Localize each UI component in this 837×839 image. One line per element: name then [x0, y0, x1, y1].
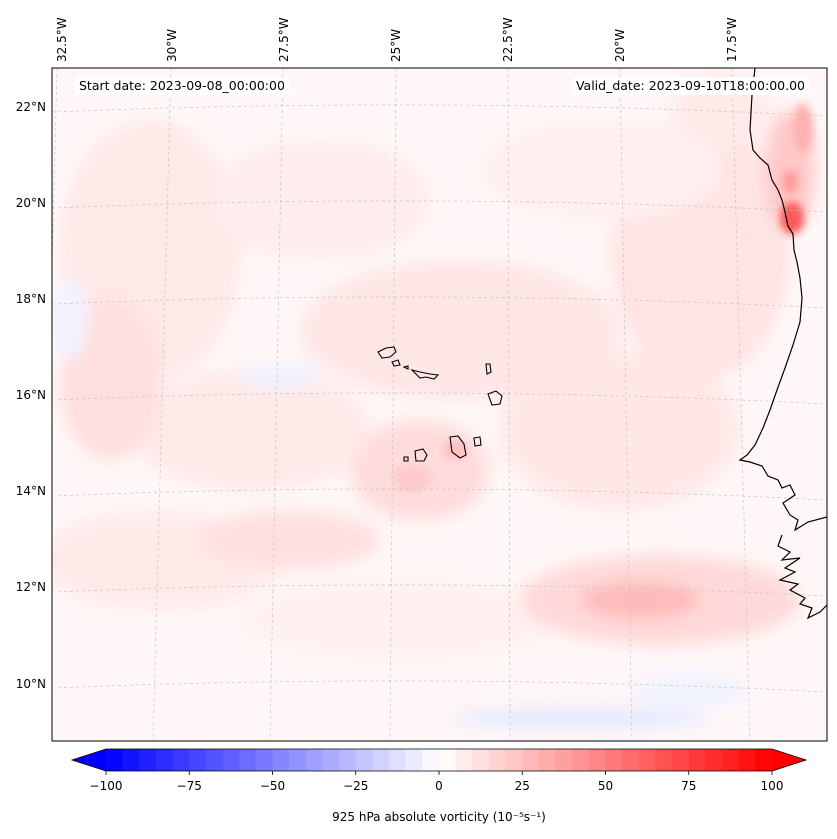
colorbar-tick-label: 25 — [515, 779, 530, 793]
colorbar-extend-high — [772, 749, 806, 771]
colorbar-segment — [372, 749, 390, 771]
lon-label: 17.5°W — [725, 17, 739, 62]
colorbar-segments — [106, 749, 773, 771]
island-santa-luzia — [402, 365, 409, 370]
colorbar-tick-label: 0 — [435, 779, 443, 793]
colorbar-segment — [655, 749, 673, 771]
colorbar-segment — [572, 749, 590, 771]
colorbar-label: 925 hPa absolute vorticity (10⁻⁵s⁻¹) — [332, 810, 546, 824]
colorbar-tick-label: 100 — [761, 779, 784, 793]
map-frame — [51, 67, 828, 742]
colorbar-segment — [172, 749, 190, 771]
colorbar-segment — [672, 749, 690, 771]
colorbar-segment — [305, 749, 324, 771]
colorbar: −100 −75 −50 −25 0 25 50 75 100 925 hPa absolute… — [70, 748, 808, 824]
island-santo-antao — [377, 346, 397, 359]
colorbar-segment — [588, 749, 607, 771]
colorbar-tick-label: 50 — [598, 779, 613, 793]
lon-label: 25°W — [389, 29, 403, 62]
island-sao-vicente — [391, 359, 401, 367]
colorbar-segment — [505, 749, 523, 771]
colorbar-segment — [222, 749, 240, 771]
lon-label: 22.5°W — [501, 17, 515, 62]
colorbar-segment — [272, 749, 290, 771]
colorbar-extend-low — [72, 749, 106, 771]
colorbar-segment — [122, 749, 140, 771]
colorbar-segment — [205, 749, 224, 771]
lon-label: 32.5°W — [55, 17, 69, 62]
colorbar-segment — [688, 749, 706, 771]
cape-verde-islands — [377, 346, 503, 462]
colorbar-segment — [322, 749, 340, 771]
colorbar-segment — [255, 749, 274, 771]
colorbar-segment — [705, 749, 723, 771]
colorbar-segment — [472, 749, 490, 771]
start-date: Start date: 2023-09-08_00:00:00 — [75, 77, 289, 95]
colorbar-ticks: −100 −75 −50 −25 0 25 50 75 100 — [90, 771, 784, 793]
latitude-labels: 22°N 20°N 18°N 16°N 14°N 12°N 10°N — [16, 100, 46, 691]
colorbar-tick-label: −75 — [177, 779, 202, 793]
colorbar-segment — [106, 749, 124, 771]
colorbar-segment — [239, 749, 257, 771]
gridlines — [52, 68, 827, 741]
colorbar-segment — [439, 749, 457, 771]
colorbar-segment — [355, 749, 373, 771]
colorbar-segment — [189, 749, 207, 771]
colorbar-segment — [605, 749, 623, 771]
lon-label: 27.5°W — [277, 17, 291, 62]
map-panel — [52, 68, 827, 741]
vorticity-field — [52, 70, 815, 728]
colorbar-segment — [289, 749, 307, 771]
island-boa-vista — [487, 390, 503, 406]
colorbar-segment — [638, 749, 657, 771]
colorbar-segment — [555, 749, 573, 771]
longitude-labels: 32.5°W 30°W 27.5°W 25°W 22.5°W 20°W 17.5… — [55, 17, 739, 62]
lat-label: 10°N — [16, 677, 46, 691]
colorbar-segment — [155, 749, 174, 771]
colorbar-segment — [722, 749, 740, 771]
island-fogo — [414, 448, 428, 462]
island-brava — [403, 456, 409, 462]
colorbar-segment — [339, 749, 357, 771]
colorbar-tick-label: −25 — [343, 779, 368, 793]
colorbar-segment — [522, 749, 540, 771]
lon-label: 20°W — [613, 29, 627, 62]
colorbar-segment — [405, 749, 423, 771]
colorbar-segment — [455, 749, 473, 771]
colorbar-tick-label: 75 — [681, 779, 696, 793]
island-sal — [485, 363, 492, 375]
island-santiago — [449, 435, 467, 459]
lat-label: 12°N — [16, 580, 46, 594]
vorticity-maxima — [392, 103, 813, 492]
lat-label: 16°N — [16, 388, 46, 402]
coastline-africa — [738, 68, 827, 620]
colorbar-tick-label: −100 — [90, 779, 123, 793]
island-maio — [473, 436, 482, 447]
colorbar-segment — [139, 749, 157, 771]
colorbar-segment — [422, 749, 440, 771]
lat-label: 22°N — [16, 100, 46, 114]
colorbar-segment — [622, 749, 640, 771]
island-sao-nicolau — [410, 368, 440, 380]
colorbar-segment — [738, 749, 756, 771]
valid-date: Valid_date: 2023-09-10T18:00:00.00 — [571, 77, 809, 95]
colorbar-segment — [538, 749, 557, 771]
colorbar-tick-label: −50 — [260, 779, 285, 793]
lat-label: 14°N — [16, 484, 46, 498]
colorbar-segment — [488, 749, 507, 771]
lat-label: 20°N — [16, 196, 46, 210]
lat-label: 18°N — [16, 292, 46, 306]
colorbar-segment — [755, 749, 773, 771]
lon-label: 30°W — [165, 29, 179, 62]
colorbar-segment — [389, 749, 407, 771]
